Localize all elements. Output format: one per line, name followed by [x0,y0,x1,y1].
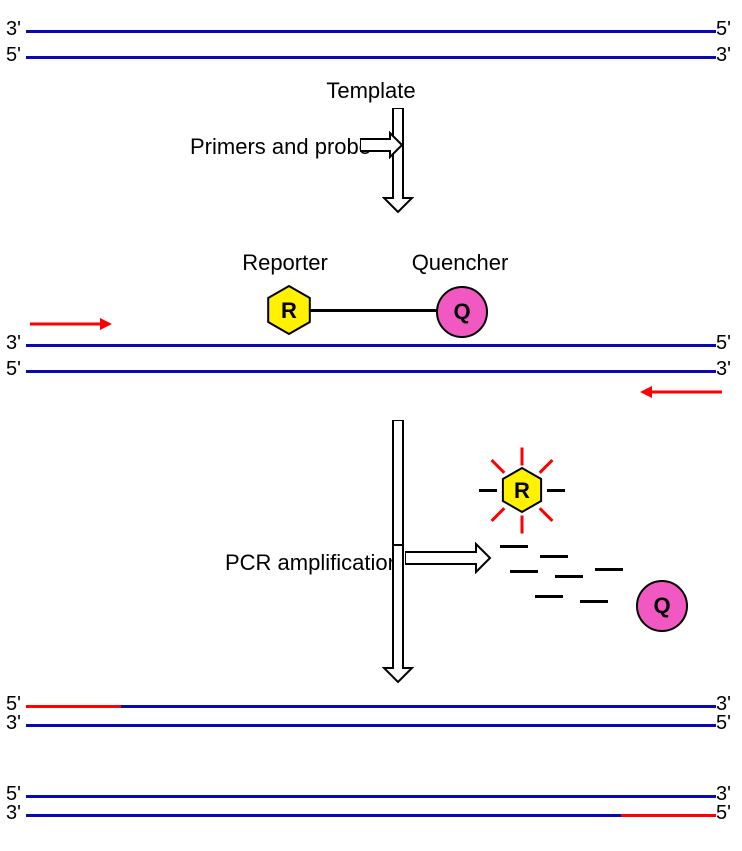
arrow-down [382,108,414,214]
probe-fragment [595,568,623,571]
dna-strand [26,795,716,798]
dna-strand [26,724,716,727]
text-label: Primers and probe [190,134,371,160]
dna-strand [26,344,716,347]
quencher-circle: Q [436,286,488,338]
strand-end-label: 3' [6,712,21,735]
probe-fragment [540,555,568,558]
text-label: Template [326,78,415,104]
diagram-canvas: 3'5'5'3'3'5'5'3'5'3'3'5'5'3'3'5'Template… [0,0,742,851]
arrow-right [405,542,492,574]
dna-strand [26,56,716,59]
strand-end-label: 5' [716,712,731,735]
reporter-ray [521,448,524,466]
dna-strand [26,705,716,708]
strand-end-label: 5' [6,358,21,381]
primer-segment [621,814,716,817]
probe-link [305,309,438,312]
dna-strand [26,370,716,373]
strand-end-label: 5' [716,332,731,355]
reporter-ray [547,489,565,492]
free-reporter-hexagon: R [497,465,547,515]
strand-end-label: 3' [6,332,21,355]
probe-fragment [500,545,528,548]
arrow-right [360,131,404,159]
probe-fragment [535,595,563,598]
reporter-hexagon: R [262,283,316,337]
probe-fragment [510,570,538,573]
strand-end-label: 3' [6,18,21,41]
strand-end-label: 5' [716,802,731,825]
svg-text:R: R [281,298,297,323]
primer-arrow [640,384,722,400]
probe-fragment [580,600,608,603]
strand-end-label: 5' [716,18,731,41]
probe-fragment [555,575,583,578]
dna-strand [26,30,716,33]
primer-arrow [30,316,112,332]
svg-text:R: R [514,478,530,503]
strand-end-label: 3' [716,44,731,67]
text-label: PCR amplification [225,550,400,576]
primer-segment [26,705,121,708]
dna-strand [26,814,716,817]
strand-end-label: 3' [6,802,21,825]
free-quencher-circle: Q [636,580,688,632]
text-label: Reporter [242,250,328,276]
strand-end-label: 3' [716,358,731,381]
reporter-ray [521,516,524,534]
strand-end-label: 5' [6,44,21,67]
text-label: Quencher [412,250,509,276]
reporter-ray [479,489,497,492]
